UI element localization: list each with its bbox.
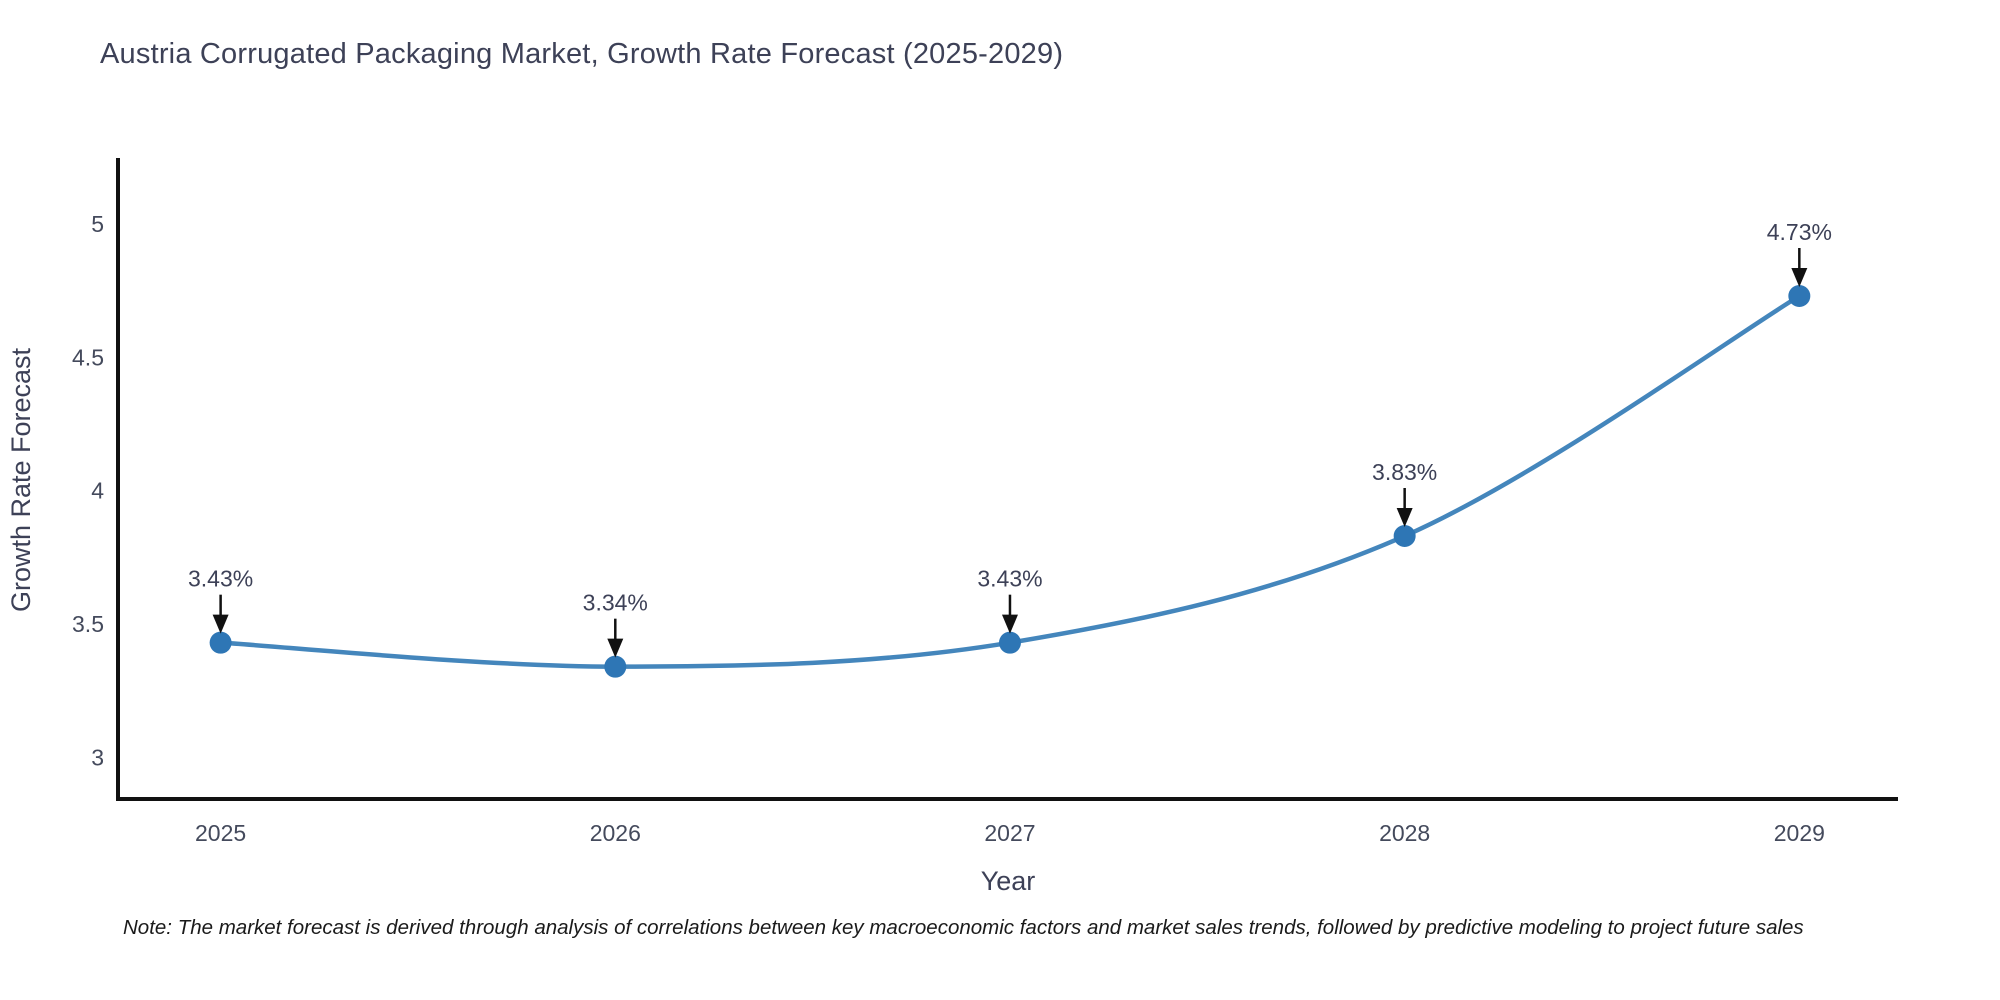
annotation-arrowhead [1001,614,1018,634]
data-point-2025[interactable] [209,631,232,654]
annotation-arrowhead [1396,508,1413,527]
data-point-2027[interactable] [998,631,1021,654]
x-tick-label: 2026 [590,820,641,846]
chart-title: Austria Corrugated Packaging Market, Gro… [100,38,1064,70]
annotation-arrowhead [607,638,624,658]
y-axis-ticks: 3 3.5 4 4.5 5 [72,211,104,770]
data-point-2028[interactable] [1393,525,1416,547]
annotation-2025: 3.43% [188,566,253,634]
y-tick-label: 3.5 [72,611,104,637]
x-tick-label: 2028 [1379,820,1430,846]
data-point-2029[interactable] [1788,285,1811,307]
series-group [209,285,1811,678]
annotation-2029: 4.73% [1767,219,1832,287]
y-tick-label: 4.5 [72,344,104,370]
x-tick-label: 2029 [1774,820,1825,846]
footnote: Note: The market forecast is derived thr… [123,916,1804,939]
annotation-arrowhead [212,614,229,634]
y-tick-label: 5 [91,211,104,237]
annotation-label: 3.34% [583,590,648,616]
annotation-2027: 3.43% [977,566,1043,634]
y-axis-title: Growth Rate Forecast [6,347,36,612]
x-tick-label: 2025 [195,820,246,846]
annotation-2028: 3.83% [1372,459,1437,527]
y-tick-label: 4 [91,478,104,504]
annotation-label: 3.83% [1372,459,1437,485]
annotation-label: 3.43% [977,566,1042,592]
annotation-2026: 3.34% [583,590,648,658]
y-tick-label: 3 [91,744,104,770]
x-axis-ticks: 2025 2026 2027 2028 2029 [195,820,1825,846]
x-tick-label: 2027 [984,820,1035,846]
annotations-group: 3.43% 3.34% 3.43% 3.83% 4.73% [188,219,1832,658]
data-point-2026[interactable] [604,655,627,678]
annotation-arrowhead [1791,268,1808,287]
x-axis-title: Year [981,866,1036,896]
annotation-label: 4.73% [1767,219,1832,245]
annotation-label: 3.43% [188,566,253,592]
